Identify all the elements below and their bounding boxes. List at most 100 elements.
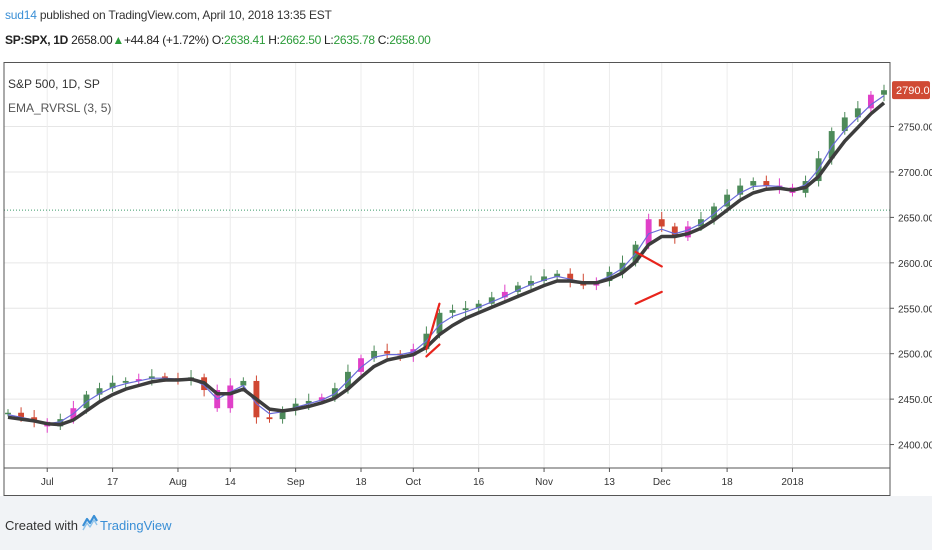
candle-body (867, 94, 874, 109)
y-tick-label: 2700.00 (898, 168, 932, 179)
high-value: 2662.50 (279, 33, 322, 47)
plot-background (4, 62, 890, 496)
candle-body (881, 90, 887, 95)
candle-body (567, 273, 574, 281)
candle-body (96, 388, 103, 395)
candle-body (279, 410, 286, 420)
x-tick-label: 2018 (781, 477, 804, 488)
time-axis[interactable]: Jul 17 Aug 14 Sep 18 Oct 16 Nov 13 Dec 18 2018 (4, 467, 890, 488)
high-label: H: (268, 33, 280, 47)
candle-body (737, 185, 744, 195)
candle-body (501, 291, 508, 298)
footer: Created with TradingView (0, 496, 932, 550)
publish-info: published on TradingView.com, April 10, … (36, 8, 332, 22)
tradingview-brand[interactable]: TradingView (100, 518, 172, 533)
candle-body (475, 303, 482, 309)
candle-body (384, 350, 391, 354)
x-tick-label: Nov (535, 477, 553, 488)
x-tick-label: 18 (355, 477, 367, 488)
candle-body (488, 297, 495, 304)
x-tick-label: Oct (406, 477, 422, 488)
y-tick-label: 2400.00 (898, 441, 932, 452)
x-tick-label: Aug (169, 477, 187, 488)
candle-body (750, 181, 757, 186)
candle-body (331, 388, 338, 398)
y-tick-label: 2450.00 (898, 395, 932, 406)
x-tick-label: 17 (107, 477, 119, 488)
last-price-tag-label: 2790.03 (896, 85, 932, 97)
x-tick-label: Jul (41, 477, 54, 488)
candle-body (841, 117, 848, 132)
last-price: 2658.00 (71, 33, 113, 47)
candle-body (854, 108, 861, 118)
candle-body (305, 400, 312, 404)
close-label: C: (377, 33, 390, 47)
candle-body (541, 276, 548, 281)
price-change: +44.84 (+1.72%) (123, 33, 209, 47)
candle-body (658, 219, 665, 227)
last-price-tag: 2790.03 (892, 81, 932, 100)
y-tick-label: 2650.00 (898, 213, 932, 224)
header: sud14 published on TradingView.com, Apri… (0, 0, 932, 62)
x-tick-label: Dec (653, 477, 671, 488)
candle-body (828, 131, 835, 159)
legend-indicator[interactable]: EMA_RVRSL (3, 5) (8, 101, 111, 115)
candle-body (109, 382, 116, 389)
x-tick-label: 16 (473, 477, 485, 488)
candle-body (135, 379, 142, 381)
candle-body (514, 285, 521, 292)
candle-body (698, 219, 704, 227)
ema-fast-line (7, 95, 885, 425)
open-value: 2638.41 (223, 33, 266, 47)
trend-annotation-line (634, 250, 663, 268)
created-with-label: Created with (5, 518, 78, 533)
symbol-label[interactable]: SP:SPX, 1D (5, 33, 69, 47)
candle-body (266, 417, 273, 420)
last-price-tag-background (892, 81, 930, 100)
candle-body (161, 376, 168, 379)
trend-annotation-line (425, 343, 441, 358)
open-label: O: (211, 33, 224, 47)
low-value: 2635.78 (333, 33, 375, 47)
candle-body (5, 412, 11, 415)
up-arrow-icon: ▲ (112, 33, 124, 47)
chart-area[interactable]: 2400.00 2450.00 2500.00 2550.00 2600.00 2650.… (0, 62, 932, 496)
candle-body (57, 419, 64, 427)
price-axis[interactable]: 2400.00 2450.00 2500.00 2550.00 2600.00 2650.… (890, 123, 932, 452)
trend-annotation-line (634, 290, 663, 305)
y-tick-label: 2550.00 (898, 304, 932, 315)
y-tick-label: 2600.00 (898, 259, 932, 270)
candle-body (671, 226, 678, 238)
y-tick-label: 2750.00 (898, 123, 932, 134)
quote-line: SP:SPX, 1D 2658.00▲+44.84 (+1.72%) O:263… (5, 33, 431, 47)
candle-body (528, 280, 534, 286)
x-tick-label: 18 (722, 477, 734, 488)
tradingview-logo-icon (82, 513, 98, 536)
author-link[interactable]: sud14 (5, 8, 37, 22)
publish-line: sud14 published on TradingView.com, Apri… (5, 8, 332, 22)
candle-body (462, 308, 469, 311)
candle-body (358, 358, 364, 372)
candle-body (645, 219, 652, 245)
candle-body (227, 385, 234, 409)
ema-slow-line (7, 101, 886, 427)
close-value: 2658.00 (389, 33, 431, 47)
trend-annotations (425, 250, 663, 358)
legend-main-series[interactable]: S&P 500, 1D, SP (8, 77, 100, 91)
x-tick-label: Sep (287, 477, 305, 488)
candle-body (122, 380, 129, 383)
candle-body (371, 350, 378, 359)
candle-body (18, 412, 25, 418)
grid (4, 62, 890, 468)
candle-body (763, 181, 770, 186)
candle-body (318, 397, 325, 401)
x-tick-label: 14 (225, 477, 237, 488)
candle-body (619, 262, 626, 272)
candle-body (240, 380, 247, 386)
trend-annotation-line (425, 302, 441, 351)
candle-body (449, 310, 456, 313)
low-label: L: (324, 33, 334, 47)
price-chart[interactable]: 2400.00 2450.00 2500.00 2550.00 2600.00 2650.… (0, 62, 932, 496)
candle-body (436, 312, 443, 334)
x-tick-label: 13 (604, 477, 616, 488)
